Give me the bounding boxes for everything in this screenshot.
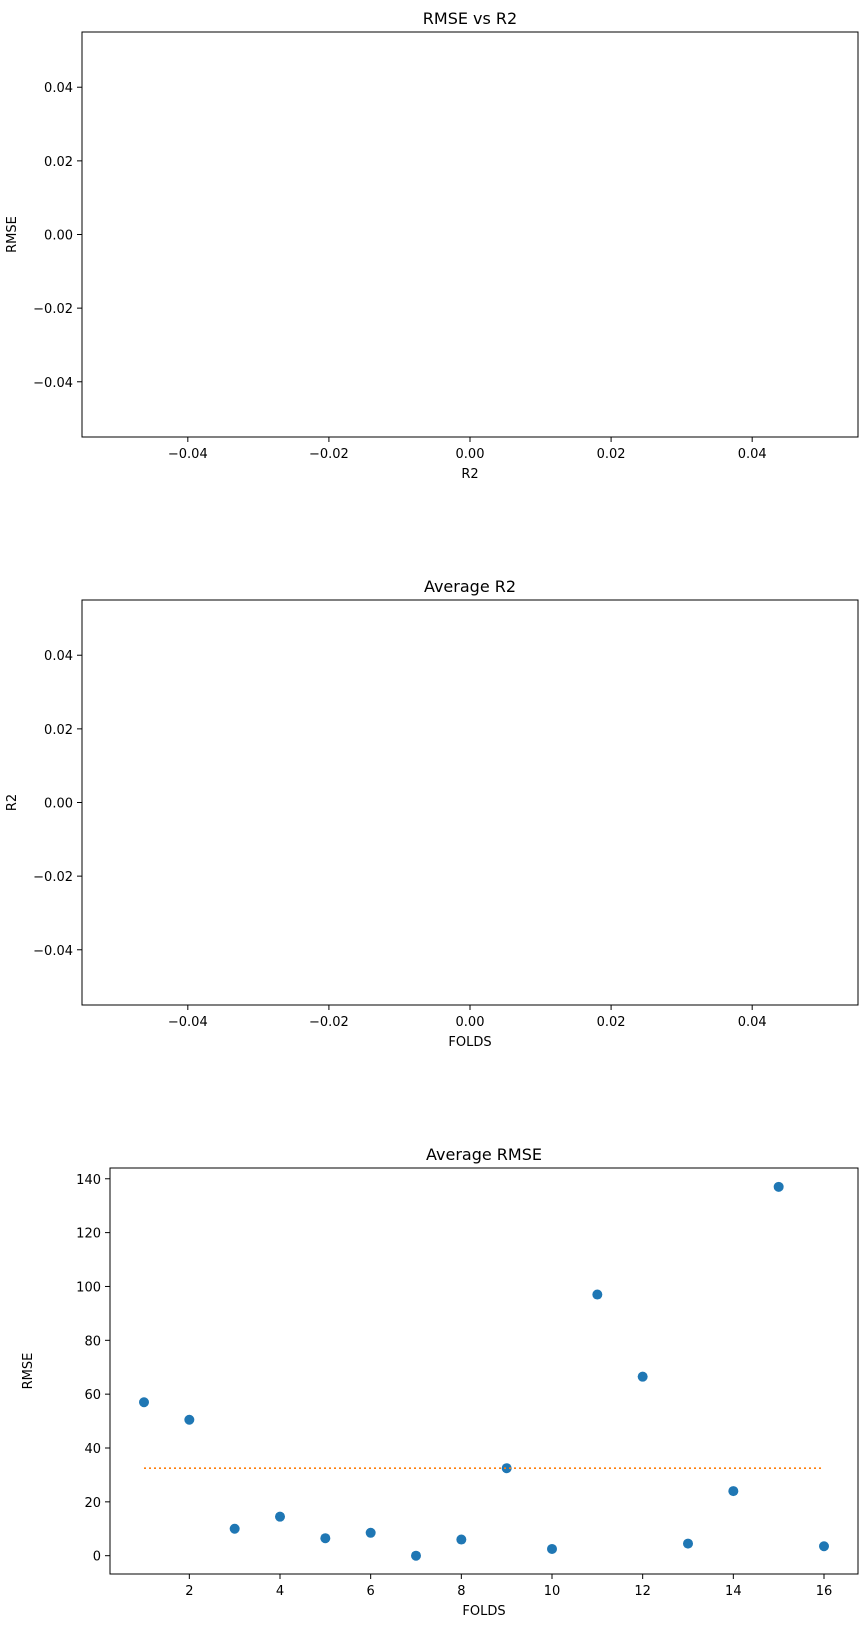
data-point xyxy=(139,1397,149,1408)
x-tick-label: −0.02 xyxy=(309,1015,349,1030)
x-axis-label: R2 xyxy=(461,467,478,482)
y-axis-label: RMSE xyxy=(21,1353,36,1390)
x-tick-label: 12 xyxy=(634,1584,651,1599)
data-point xyxy=(637,1371,648,1382)
chart-title: Average R2 xyxy=(424,577,516,596)
y-tick-label: −0.02 xyxy=(33,870,73,885)
data-point xyxy=(773,1181,784,1192)
y-tick-label: 80 xyxy=(84,1334,101,1349)
y-tick-label: −0.02 xyxy=(33,302,73,317)
plot-area-frame xyxy=(109,1167,859,1575)
plot-area-frame xyxy=(81,31,859,438)
y-tick-label: 0.04 xyxy=(44,649,73,664)
plot-area-frame xyxy=(81,599,859,1006)
data-point xyxy=(275,1511,285,1522)
x-tick-label: 6 xyxy=(367,1584,375,1599)
data-point xyxy=(184,1414,195,1425)
x-tick-label: 16 xyxy=(816,1584,833,1599)
y-tick-label: 140 xyxy=(76,1173,101,1188)
x-tick-label: 0.04 xyxy=(738,447,767,462)
y-tick-label: 40 xyxy=(84,1442,101,1457)
y-tick-label: 120 xyxy=(76,1227,101,1242)
data-point xyxy=(229,1523,240,1534)
x-tick-label: −0.02 xyxy=(309,447,349,462)
chart-average-r2: Average R2 −0.04 −0.02 0.00 0.02 0.04 −0.04 −0.… xyxy=(5,577,859,1050)
data-point xyxy=(547,1543,557,1554)
y-tick-label: −0.04 xyxy=(33,376,73,391)
x-tick-label: 0.00 xyxy=(456,1015,485,1030)
y-tick-label: 0.00 xyxy=(44,797,73,812)
data-point xyxy=(728,1486,739,1497)
y-tick-label: 0.02 xyxy=(44,723,73,738)
data-point xyxy=(456,1534,467,1545)
x-tick-label: 8 xyxy=(457,1584,465,1599)
y-tick-label: 0.00 xyxy=(44,229,73,244)
x-tick-label: 0.02 xyxy=(597,447,626,462)
chart-title: RMSE vs R2 xyxy=(423,9,517,28)
data-point xyxy=(592,1289,603,1300)
data-point xyxy=(683,1538,693,1549)
chart-rmse-vs-r2: RMSE vs R2 −0.04 −0.02 0.00 0.02 0.04 −0.04 −0.… xyxy=(5,9,859,482)
y-tick-label: −0.04 xyxy=(33,944,73,959)
data-point xyxy=(320,1533,331,1544)
data-point xyxy=(819,1541,829,1552)
x-axis-label: FOLDS xyxy=(462,1604,505,1619)
chart-title: Average RMSE xyxy=(426,1145,542,1164)
y-tick-label: 100 xyxy=(76,1280,101,1295)
y-axis-label: R2 xyxy=(5,794,20,811)
x-tick-label: −0.04 xyxy=(168,1015,208,1030)
x-tick-label: −0.04 xyxy=(168,447,208,462)
y-tick-label: 60 xyxy=(84,1388,101,1403)
x-tick-label: 0.04 xyxy=(738,1015,767,1030)
x-tick-label: 4 xyxy=(276,1584,284,1599)
x-tick-label: 2 xyxy=(185,1584,193,1599)
y-tick-label: 20 xyxy=(84,1496,101,1511)
x-tick-label: 0.00 xyxy=(456,447,485,462)
y-tick-label: 0.04 xyxy=(44,81,73,96)
data-point xyxy=(365,1527,376,1538)
x-tick-label: 0.02 xyxy=(597,1015,626,1030)
chart-average-rmse: Average RMSE 2 4 6 8 10 12 14 16 0 20 40 60 80 100 120 1… xyxy=(21,1145,859,1619)
data-point xyxy=(411,1550,421,1561)
y-tick-label: 0 xyxy=(93,1550,101,1565)
x-tick-label: 10 xyxy=(544,1584,561,1599)
x-axis-label: FOLDS xyxy=(448,1035,491,1050)
data-point xyxy=(501,1463,512,1474)
y-tick-label: 0.02 xyxy=(44,155,73,170)
y-axis-label: RMSE xyxy=(5,216,20,253)
x-tick-label: 14 xyxy=(725,1584,742,1599)
